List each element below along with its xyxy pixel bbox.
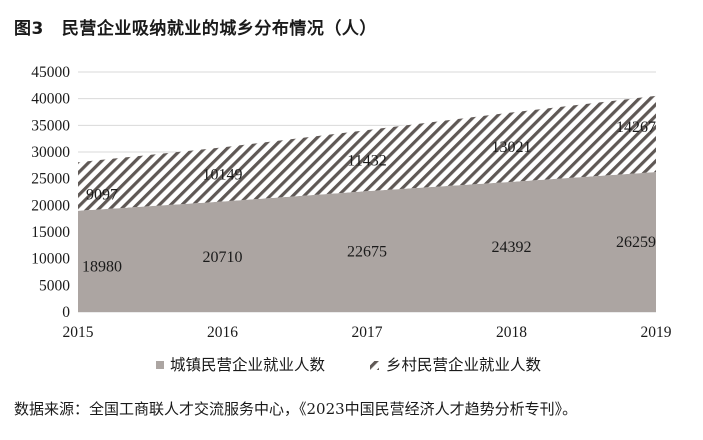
- legend-swatch-rural: [370, 361, 379, 370]
- x-tick-label: 2015: [63, 324, 94, 341]
- y-tick-label: 20000: [31, 197, 70, 214]
- source-note: 数据来源：全国工商联人才交流服务中心，《2023中国民营经济人才趋势分析专刊》。: [14, 400, 578, 418]
- x-tick-label: 2019: [641, 324, 672, 341]
- x-tick-label: 2016: [207, 324, 238, 341]
- y-tick-label: 0: [62, 304, 70, 321]
- y-tick-label: 40000: [31, 91, 70, 108]
- x-axis-ticks: 2015 2016 2017 2018 2019: [63, 324, 672, 341]
- data-label-rural: 9097: [86, 187, 118, 204]
- y-tick-label: 10000: [31, 251, 70, 268]
- series-areas: [78, 95, 656, 312]
- data-label-urban: 24392: [492, 239, 532, 256]
- y-tick-label: 15000: [31, 224, 70, 241]
- area-rural-series: [78, 95, 656, 211]
- data-label-urban: 20710: [203, 249, 243, 266]
- stacked-area-chart: 0 5000 10000 15000 20000 25000 30000 35000 40000…: [31, 64, 672, 374]
- data-label-rural: 10149: [203, 166, 243, 183]
- y-tick-label: 5000: [39, 277, 70, 294]
- y-axis-ticks: 0 5000 10000 15000 20000 25000 30000 35000 40000…: [31, 64, 70, 321]
- data-label-rural: 14267: [616, 119, 656, 136]
- data-label-rural: 13021: [492, 139, 532, 156]
- y-tick-label: 30000: [31, 144, 70, 161]
- data-label-rural: 11432: [347, 153, 386, 170]
- figure-number: 图3: [14, 19, 44, 39]
- legend-label-rural: 乡村民营企业就业人数: [386, 356, 542, 374]
- figure-title: 图3 民营企业吸纳就业的城乡分布情况（人）: [14, 14, 377, 39]
- x-tick-label: 2018: [496, 324, 527, 341]
- data-label-urban: 26259: [616, 234, 656, 251]
- legend: 城镇民营企业就业人数 乡村民营企业就业人数: [156, 356, 542, 374]
- data-labels: 18980 20710 22675 24392 26259 9097 10149 11432 1…: [82, 119, 656, 275]
- data-label-urban: 18980: [82, 258, 122, 275]
- legend-swatch-urban: [156, 361, 164, 369]
- y-tick-label: 35000: [31, 117, 70, 134]
- area-urban-series: [78, 172, 656, 312]
- y-tick-label: 45000: [31, 64, 70, 81]
- legend-label-urban: 城镇民营企业就业人数: [170, 356, 326, 374]
- x-tick-label: 2017: [352, 324, 383, 341]
- y-tick-label: 25000: [31, 171, 70, 188]
- data-label-urban: 22675: [347, 244, 387, 261]
- figure-title-text: 民营企业吸纳就业的城乡分布情况（人）: [61, 19, 377, 39]
